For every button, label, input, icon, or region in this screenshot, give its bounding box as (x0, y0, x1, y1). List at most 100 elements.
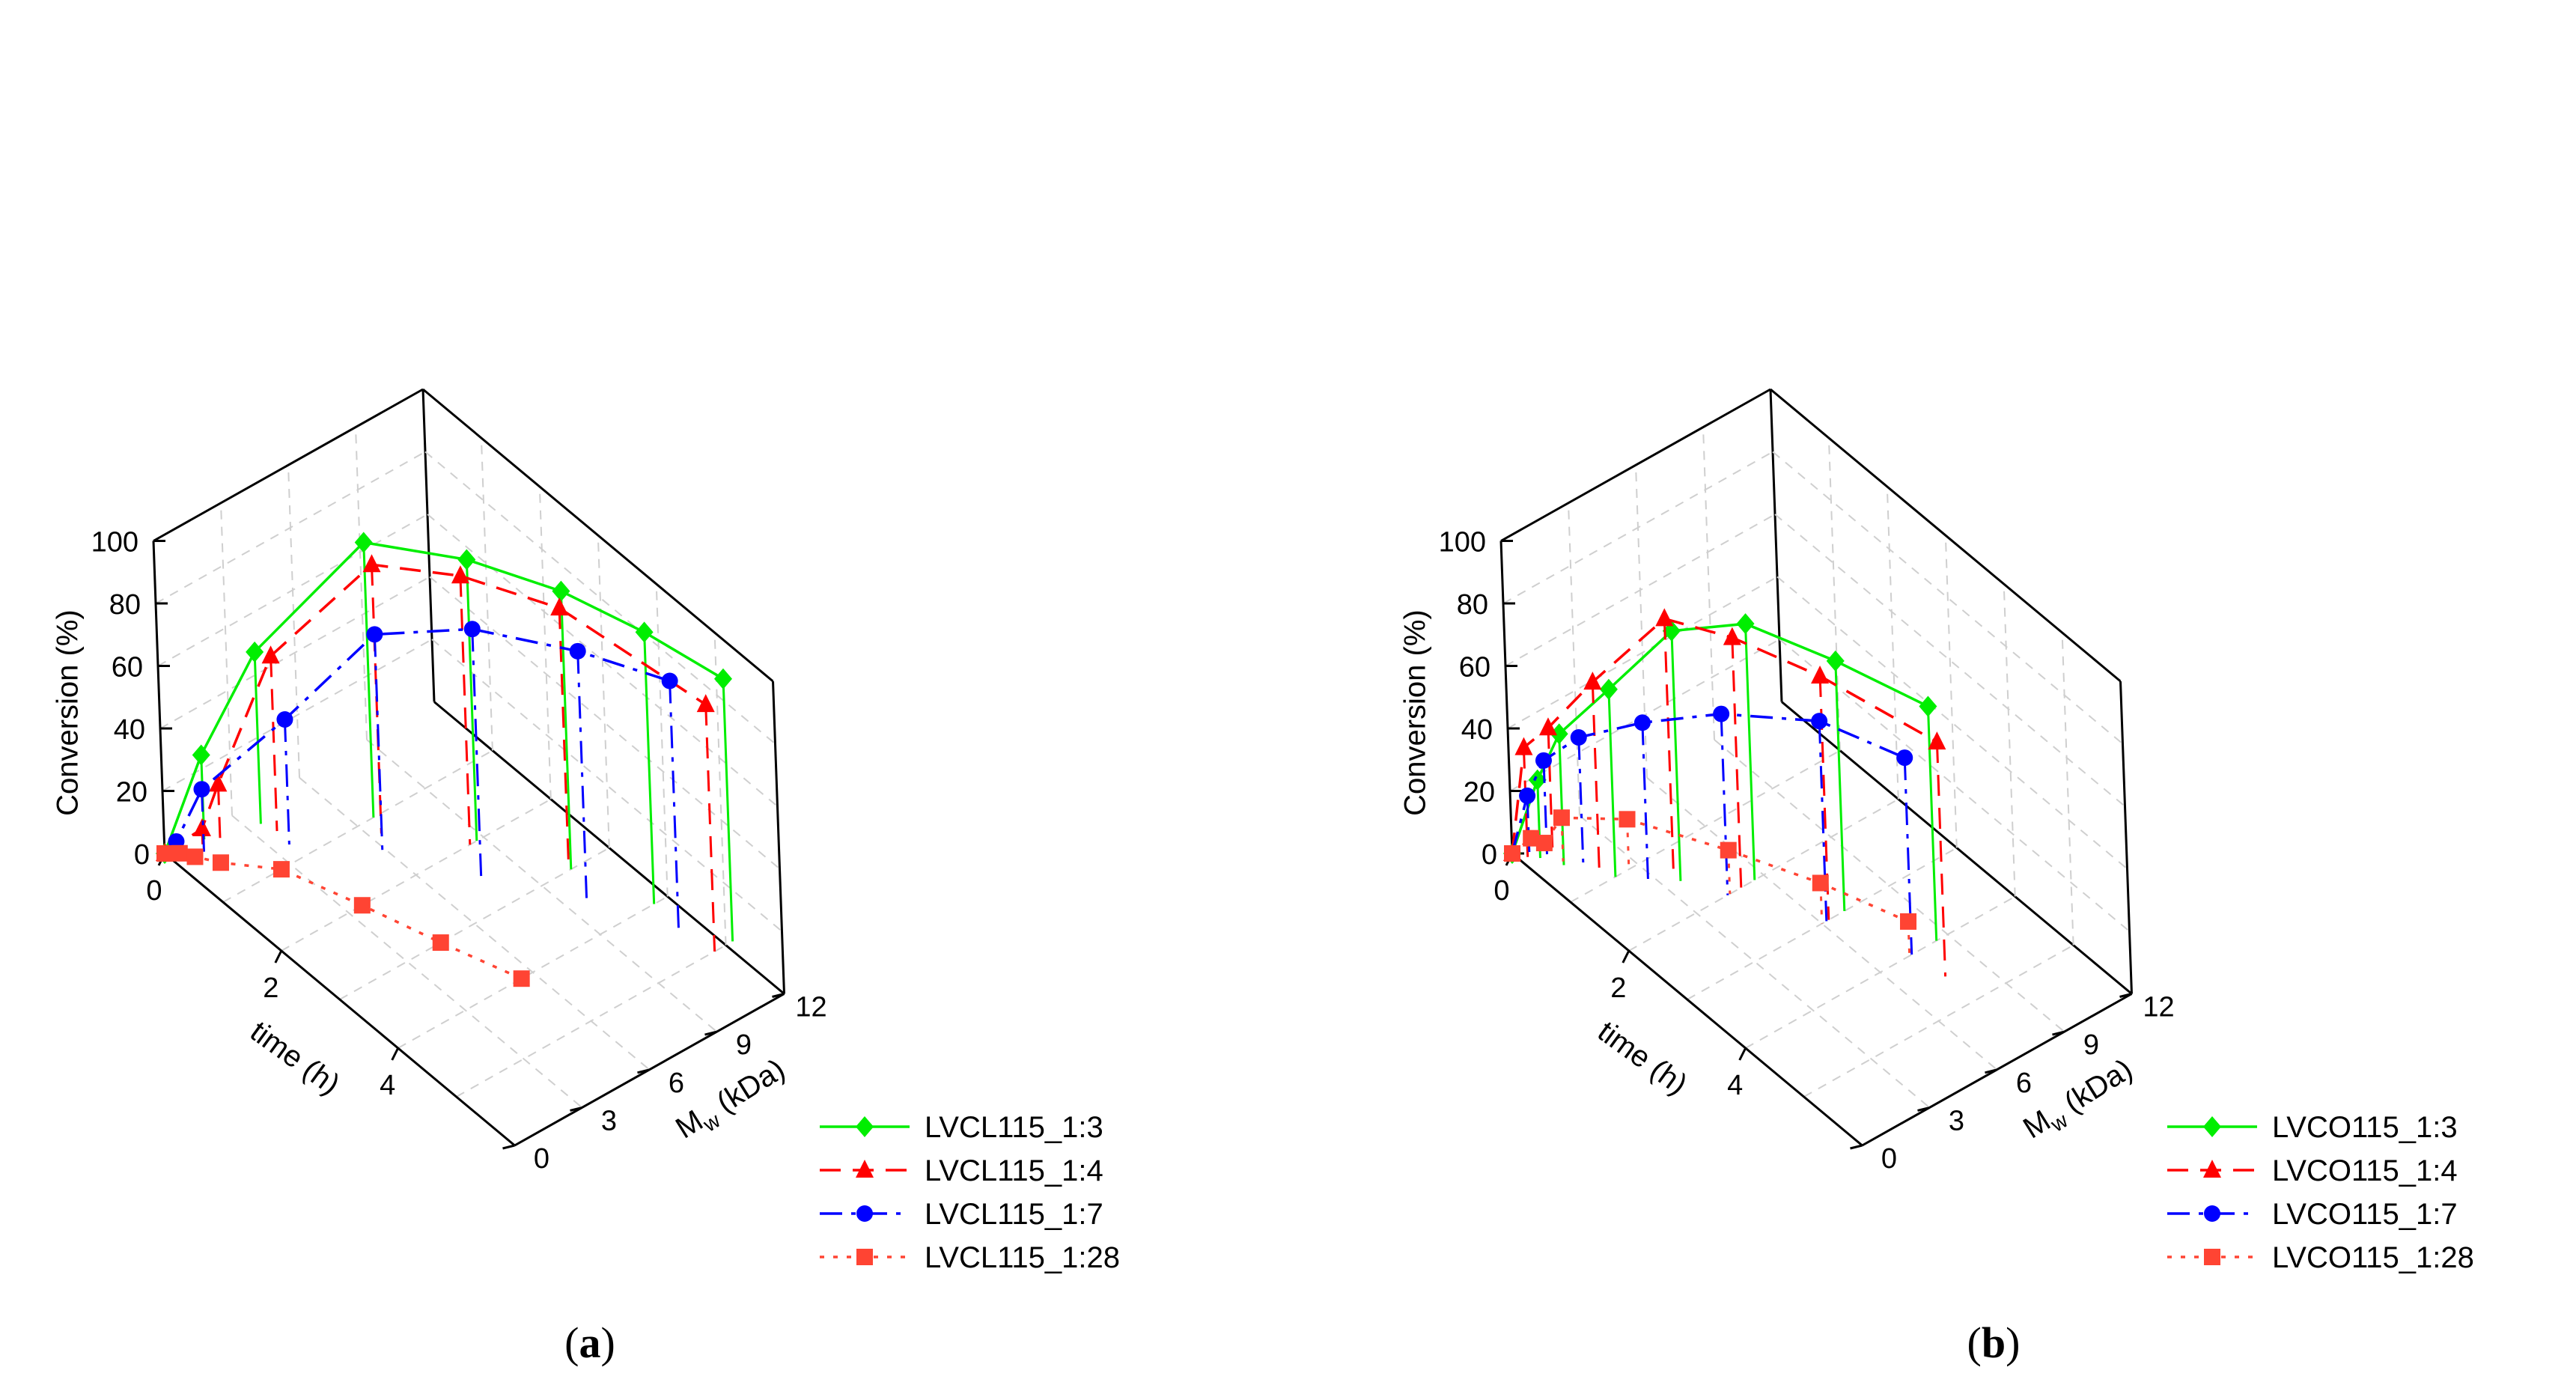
data-point (171, 844, 188, 862)
legend-marker (856, 1205, 873, 1222)
y-tick-label: 12 (2143, 992, 2174, 1023)
data-point (354, 532, 373, 553)
legend-marker (856, 1249, 873, 1265)
grid-line (1827, 437, 1841, 751)
series-line-1 (164, 563, 707, 855)
x-tick (1738, 1047, 1747, 1061)
data-point (1928, 731, 1946, 750)
grid-line (480, 437, 493, 751)
drop-line (704, 704, 716, 952)
x-tick-label: 4 (1727, 1070, 1743, 1101)
z-tick-label: 60 (112, 652, 143, 684)
drop-line (253, 651, 262, 824)
y-tick-label: 3 (1949, 1105, 1964, 1136)
x-axis-line (1511, 852, 1863, 1147)
data-point (362, 554, 381, 573)
grid-line (1579, 815, 1931, 1109)
y-tick (502, 1144, 515, 1150)
data-point (1655, 608, 1674, 627)
grid-line (1886, 486, 1899, 800)
y-tick (1985, 1068, 1997, 1074)
data-point (261, 645, 280, 664)
data-point (1538, 717, 1557, 736)
grid-line (429, 576, 781, 870)
data-point (1713, 705, 1730, 722)
data-point (569, 642, 586, 660)
drop-line (558, 608, 570, 871)
series-line-0 (163, 541, 724, 854)
data-point (713, 668, 732, 690)
data-point (1504, 845, 1520, 862)
data-point (1633, 714, 1651, 731)
z-tick-label: 20 (1464, 777, 1495, 809)
drop-line (362, 542, 375, 818)
data-point (1519, 787, 1536, 804)
legend-label: LVCL115_1:7 (925, 1198, 1103, 1231)
back-vertical-edge (421, 389, 436, 702)
data-point (1528, 769, 1547, 791)
x-tick-label: 0 (146, 875, 162, 907)
data-point (1720, 841, 1737, 859)
data-point (550, 597, 569, 616)
data-point (272, 861, 290, 878)
data-point (1535, 752, 1552, 769)
x-tick-label: 0 (1493, 875, 1509, 907)
x-tick (1622, 950, 1630, 964)
drop-line (1834, 660, 1846, 911)
x-axis-title: time (h) (1592, 1015, 1693, 1101)
grid-line (597, 535, 610, 848)
data-point (1811, 666, 1830, 684)
drop-line (1935, 742, 1947, 977)
z-tick-label: 100 (1439, 527, 1486, 558)
drop-line (559, 591, 573, 870)
y-tick (772, 993, 785, 998)
legend-label: LVCL115_1:3 (925, 1111, 1103, 1144)
grid-line (1568, 502, 1580, 816)
grid-line (1803, 944, 2074, 1098)
caption-a: (a) (564, 1318, 615, 1367)
legend-marker (856, 1116, 874, 1137)
grid-line (538, 486, 552, 800)
grid-line (1776, 576, 2128, 870)
grid-line (2061, 632, 2074, 946)
y-tick (704, 1030, 717, 1036)
z-tick-label: 60 (1459, 652, 1491, 684)
right-vertical-edge (772, 681, 785, 994)
data-point (513, 970, 530, 987)
drop-line (459, 576, 472, 845)
data-point (1736, 613, 1755, 635)
data-point (192, 818, 211, 836)
drop-line (576, 651, 588, 901)
x-tick-label: 2 (263, 972, 278, 1004)
drop-line (722, 678, 734, 942)
legend-label: LVCO115_1:28 (2272, 1241, 2474, 1274)
legend-label: LVCO115_1:3 (2272, 1111, 2458, 1144)
z-tick-label: 20 (116, 777, 147, 809)
drop-line (1907, 921, 1911, 956)
data-point (635, 621, 654, 643)
y-tick-label: 6 (2016, 1068, 2032, 1099)
y-axis-line (514, 993, 785, 1147)
legend-label: LVCO115_1:4 (2272, 1154, 2458, 1187)
data-point (1523, 830, 1540, 847)
grid-line (2003, 583, 2016, 897)
drop-line (1731, 637, 1743, 888)
caption-b: (b) (1967, 1318, 2021, 1367)
drop-line (373, 634, 384, 853)
y-tick (2052, 1030, 2065, 1036)
data-point (246, 641, 264, 663)
data-point (156, 845, 173, 862)
y-tick (1850, 1144, 1863, 1150)
data-point (1570, 729, 1587, 746)
data-point (1900, 913, 1917, 930)
drop-line (1607, 689, 1617, 877)
drop-line (1591, 682, 1601, 870)
drop-line (1663, 618, 1675, 869)
drop-line (471, 629, 483, 880)
data-point (1896, 749, 1913, 767)
drop-line (465, 559, 478, 841)
z-tick-label: 80 (109, 589, 141, 621)
z-axis-title: Conversion (%) (1398, 609, 1431, 816)
